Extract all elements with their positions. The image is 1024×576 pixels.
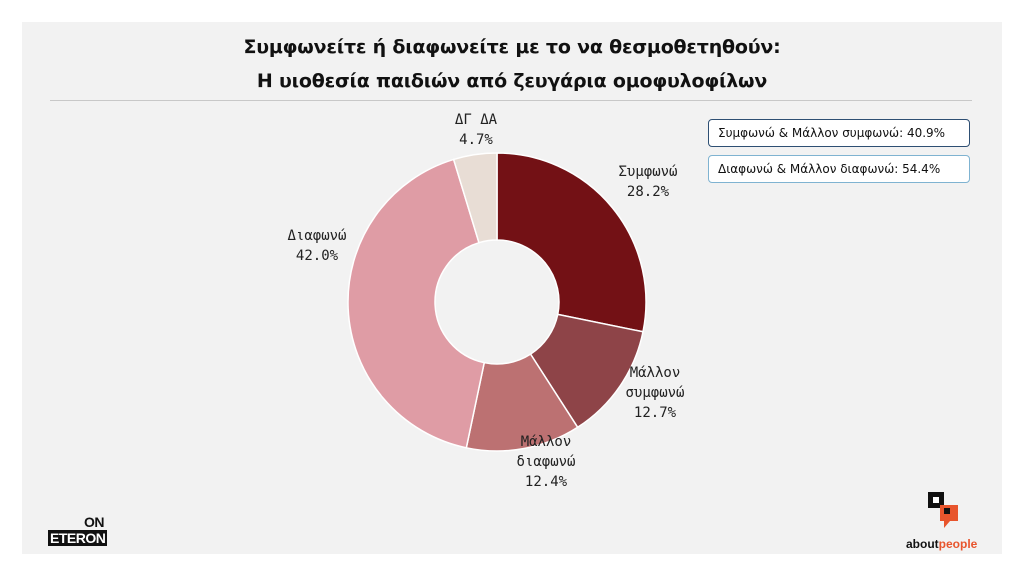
legend-disagree-total: Διαφωνώ & Μάλλον διαφωνώ: 54.4% <box>708 155 970 183</box>
donut-slice <box>347 158 486 449</box>
slice-label: ΔΓ ΔΑ 4.7% <box>455 112 498 148</box>
chart-title-line1: Συμφωνείτε ή διαφωνείτε με το να θεσμοθε… <box>243 36 781 58</box>
slice-label: Μάλλον συμφωνώ 12.7% <box>625 365 684 421</box>
donut-slice <box>496 152 647 333</box>
chart-title-line2: Η υιοθεσία παιδιών από ζευγάρια ομοφυλοφ… <box>256 70 768 92</box>
slice-label: Συμφωνώ 28.2% <box>618 164 677 200</box>
wordmark-about: about <box>906 537 939 551</box>
aboutpeople-logo: aboutpeople <box>906 490 986 551</box>
slice-label: Μάλλον διαφωνώ 12.4% <box>516 434 575 490</box>
aboutpeople-mark-icon <box>928 492 958 528</box>
donut-slice <box>452 152 498 244</box>
chart-panel <box>22 22 1002 554</box>
title-divider <box>50 100 972 101</box>
aboutpeople-wordmark: aboutpeople <box>906 537 977 551</box>
logo-on-text: ON <box>84 514 105 530</box>
wordmark-people: people <box>938 537 978 551</box>
legend-agree-total: Συμφωνώ & Μάλλον συμφωνώ: 40.9% <box>708 119 970 147</box>
slice-label: Διαφωνώ 42.0% <box>287 228 346 264</box>
logo-eteron-text: ETERON <box>48 530 108 546</box>
